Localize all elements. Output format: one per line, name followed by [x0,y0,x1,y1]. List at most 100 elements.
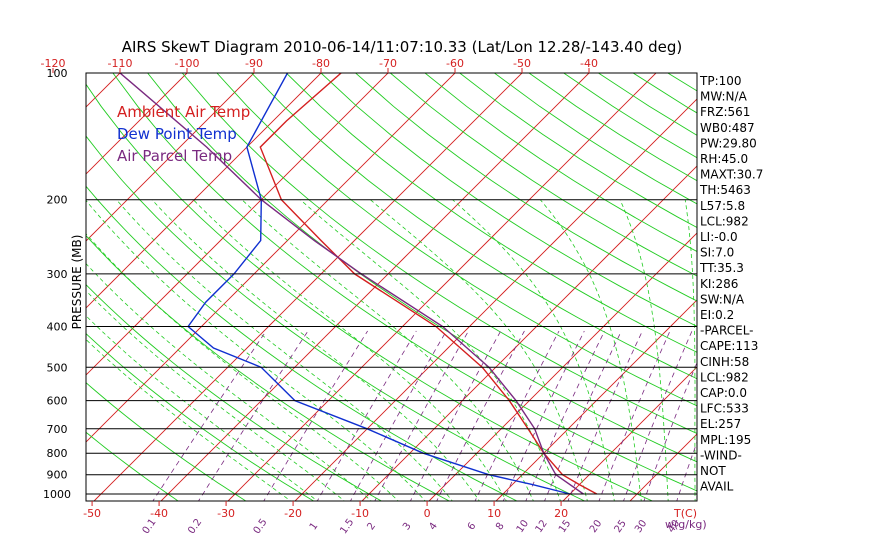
dry-adiabat-line [320,73,697,327]
index-item: -PARCEL- [700,324,754,338]
isotherm-line [361,165,697,501]
legend-item: Ambient Air Temp [117,103,250,121]
mixing-ratio-tick-label: 8 [494,521,507,533]
index-item: LCL:982 [700,214,749,228]
plot-frame [85,72,698,502]
pressure-tick-label: 500 [47,361,68,374]
mixing-ratio-tick-label: 20 [588,518,604,535]
mixing-ratio-tick-label: 2 [365,521,378,533]
dry-adiabat-line [147,73,697,463]
index-item: SI:7.0 [700,246,734,260]
dry-adiabat-line [86,284,382,501]
y-axis-label: PRESSURE (MB) [70,235,84,330]
dry-adiabat-line [424,73,697,253]
moist-adiabat-line [300,199,561,501]
dry-adiabat-line [112,73,697,492]
top-temp-tick-label: -70 [379,57,397,70]
index-item: LCL:982 [700,370,749,384]
mixing-ratio-line [409,330,502,501]
mixing-ratio-tick-label: 0.2 [186,517,204,536]
moist-adiabat-line [619,199,669,501]
isobar-lines [86,72,697,495]
dry-adiabat-line [216,73,697,407]
isotherm-line [829,73,870,503]
x-axis-unit-label: T(C) [673,507,697,520]
mixing-ratio-line [525,330,605,501]
pressure-tick-label: 800 [47,447,68,460]
moist-adiabat-line [151,199,480,501]
top-temp-tick-label: -110 [108,57,133,70]
dry-adiabat-line [667,73,697,92]
index-item: -WIND- [700,448,742,462]
index-item: MAXT:30.7 [700,168,763,182]
mixing-ratio-tick-label: 12 [534,518,550,535]
moist-adiabat-line [86,199,426,501]
dry-adiabat-line [86,332,315,501]
moist-adiabat-line [86,263,372,501]
top-temp-tick-label: -120 [41,57,66,70]
index-item: RH:45.0 [700,152,748,166]
bottom-temp-tick-label: -30 [217,507,235,520]
mixing-ratio-unit-label: w(g/kg) [665,518,707,531]
pressure-tick-label: 1000 [43,488,71,501]
isotherm-line [562,366,697,501]
dry-adiabat-line [390,73,697,277]
mixing-ratio-tick-label: 0.5 [252,517,270,536]
index-item: AVAIL [700,480,734,494]
mixing-ratio-line [152,330,267,501]
moist-adiabat-line [86,338,292,501]
mixing-ratio-tick-label: 6 [466,521,479,533]
mixing-ratio-line [474,330,560,501]
mixing-ratio-line [544,330,622,501]
dry-adiabat-line [181,73,697,434]
index-item: TH:5463 [699,183,751,197]
dry-adiabat-line [86,83,653,501]
dry-adiabat-line [86,185,518,501]
isotherm-line [495,299,697,501]
mixing-ratio-line [567,330,643,501]
index-item: L57:5.8 [700,199,745,213]
mixing-ratio-line [198,330,309,501]
top-temp-tick-label: -60 [446,57,464,70]
legend-item: Dew Point Temp [117,125,237,143]
index-item: MPL:195 [700,433,751,447]
mixing-ratio-tick-label: 10 [515,518,531,535]
dry-adiabat-line [251,73,697,380]
index-item: KI:286 [700,277,738,291]
mixing-ratio-tick-label: 4 [427,521,440,533]
moist-adiabat-line [193,199,507,501]
moist-adiabat-line [116,199,453,501]
dry-adiabat-line [86,135,586,501]
mixing-ratio-line [316,330,417,501]
mixing-ratio-tick-label: 15 [557,518,573,535]
top-temp-tick-label: -80 [312,57,330,70]
air-parcel-temp-profile [119,73,584,495]
mixing-ratio-tick-label: 30 [633,518,649,535]
legend: Ambient Air Temp Dew Point Temp Air Parcel… [117,103,250,165]
bottom-temp-tick-label: -10 [351,507,369,520]
pressure-tick-label: 200 [47,194,68,207]
index-item: CAP:0.0 [700,386,747,400]
chart-title: AIRS SkewT Diagram 2010-06-14/11:07:10.3… [122,38,683,56]
isotherm-line [0,73,53,503]
index-item: EL:257 [700,417,741,431]
mixing-ratio-line [623,330,693,501]
top-temp-tick-label: -90 [245,57,263,70]
isotherm-line [86,73,456,443]
bottom-temp-tick-label: -40 [150,507,168,520]
isotherm-line [227,73,657,501]
top-temp-tick-label: -50 [513,57,531,70]
mixing-ratio-tick-label: 25 [613,518,629,535]
mixing-ratio-line [598,330,671,501]
isotherm-line [86,73,121,108]
index-item: EI:0.2 [700,308,734,322]
bottom-temp-tick-label: 0 [424,507,431,520]
index-item: NOT [700,464,726,478]
legend-item: Air Parcel Temp [117,147,232,165]
moist-adiabat-line [452,199,615,501]
index-item: CINH:58 [700,355,749,369]
pressure-tick-label: 100 [47,67,68,80]
index-item: LFC:533 [700,402,749,416]
index-item: CAPE:113 [700,339,758,353]
